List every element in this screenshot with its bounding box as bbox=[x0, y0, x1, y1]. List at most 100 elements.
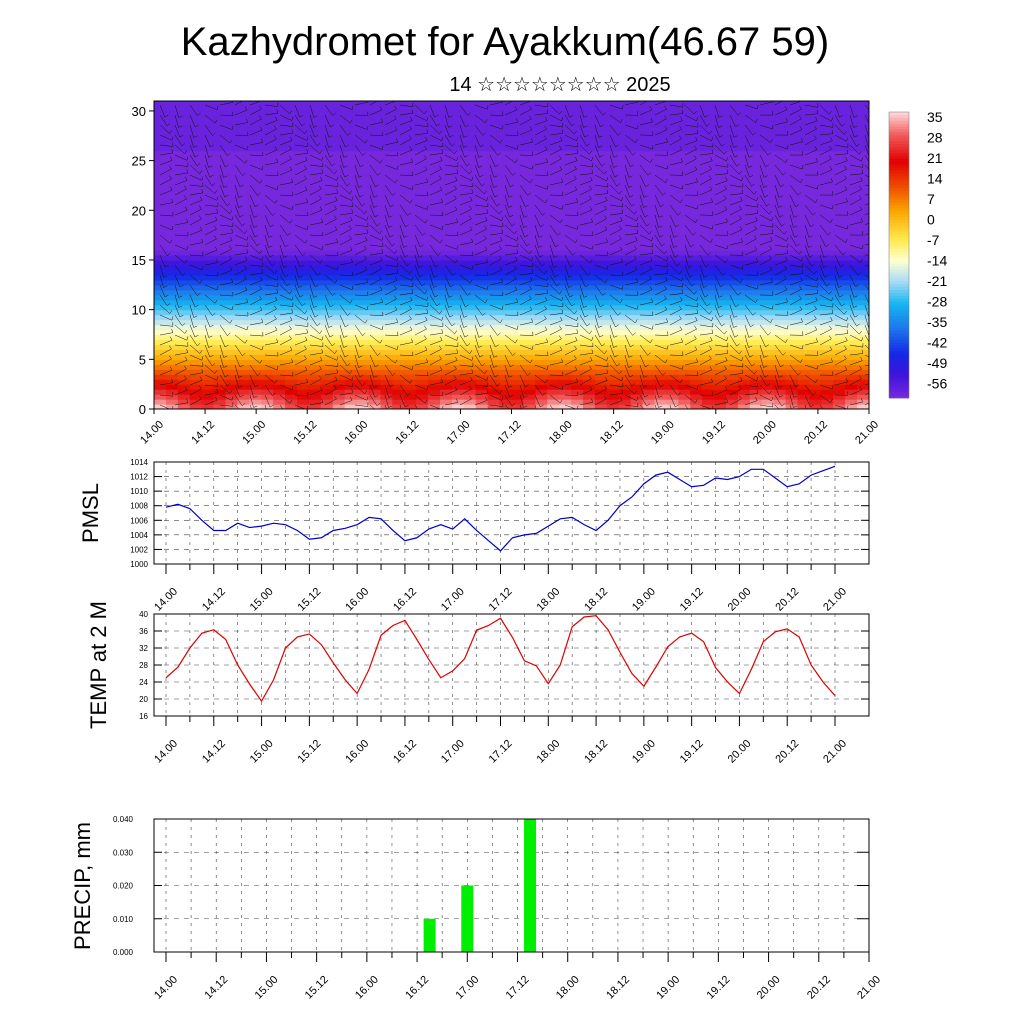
temperature-cell bbox=[749, 220, 763, 226]
temperature-cell bbox=[463, 195, 477, 201]
temperature-cell bbox=[320, 379, 334, 385]
temperature-cell bbox=[332, 294, 346, 301]
temperature-cell bbox=[523, 150, 536, 157]
temperature-cell bbox=[308, 255, 322, 261]
temperature-cell bbox=[785, 230, 799, 236]
temperature-cell bbox=[594, 264, 608, 271]
temperature-cell bbox=[428, 274, 441, 281]
temperature-cell bbox=[642, 404, 656, 409]
temperature-cell bbox=[368, 205, 382, 211]
temperature-cell bbox=[201, 190, 215, 196]
wind-barb-flag bbox=[320, 176, 323, 181]
temperature-cell bbox=[308, 349, 322, 355]
temperature-cell bbox=[618, 135, 632, 142]
temperature-cell bbox=[201, 339, 215, 346]
temperature-cell bbox=[618, 130, 632, 137]
temperature-cell bbox=[380, 309, 393, 316]
temperature-cell bbox=[642, 284, 656, 291]
temperature-cell bbox=[618, 200, 632, 206]
temperature-cell bbox=[237, 269, 250, 276]
temperature-cell bbox=[154, 190, 167, 196]
temperature-cell bbox=[547, 235, 560, 241]
temperature-cell bbox=[154, 205, 167, 211]
temperature-cell bbox=[678, 319, 691, 326]
wind-barb bbox=[339, 274, 354, 277]
wind-barb-flag bbox=[434, 294, 439, 298]
temperature-cell bbox=[749, 245, 763, 251]
temperature-cell bbox=[475, 245, 489, 251]
temperature-cell bbox=[201, 225, 215, 231]
temperature-cell bbox=[154, 200, 167, 206]
temperature-cell bbox=[285, 264, 298, 271]
temperature-cell bbox=[594, 235, 608, 241]
wind-barb bbox=[234, 174, 241, 187]
wind-barb-flag bbox=[246, 118, 248, 123]
temperature-cell bbox=[273, 135, 286, 142]
temperature-cell bbox=[547, 359, 560, 365]
temperature-cell bbox=[499, 324, 513, 331]
temperature-cell bbox=[606, 160, 620, 167]
temperature-cell bbox=[857, 284, 869, 291]
wind-barb bbox=[309, 254, 321, 264]
wind-barb bbox=[339, 294, 351, 304]
wind-barb-flag bbox=[216, 285, 219, 290]
temperature-cell bbox=[785, 344, 799, 350]
temperature-cell bbox=[225, 389, 239, 395]
wind-barb-flag bbox=[321, 156, 324, 161]
temperature-cell bbox=[535, 110, 548, 117]
temperature-cell bbox=[428, 294, 441, 301]
temperature-cell bbox=[642, 215, 656, 221]
temperature-cell bbox=[535, 319, 548, 326]
temperature-cell bbox=[320, 245, 334, 251]
temperature-cell bbox=[761, 339, 775, 346]
temperature-cell bbox=[451, 389, 465, 395]
temperature-cell bbox=[499, 319, 513, 326]
temperature-cell bbox=[785, 210, 799, 216]
temperature-cell bbox=[666, 259, 679, 266]
wind-barb-flag bbox=[167, 252, 171, 256]
temperature-cell bbox=[165, 379, 179, 385]
temperature-cell bbox=[154, 349, 167, 355]
temperature-cell bbox=[714, 314, 727, 321]
temperature-cell bbox=[285, 344, 298, 350]
temperature-cell bbox=[749, 250, 763, 256]
temperature-cell bbox=[273, 274, 286, 281]
temperature-cell bbox=[535, 264, 548, 271]
wind-barb-flag bbox=[392, 192, 396, 196]
temperature-cell bbox=[702, 160, 715, 167]
temperature-cell bbox=[189, 255, 203, 261]
temperature-cell bbox=[213, 155, 227, 162]
wind-barb bbox=[219, 134, 231, 144]
wind-barb bbox=[294, 202, 308, 206]
temperature-cell bbox=[583, 259, 596, 266]
temperature-cell bbox=[487, 200, 501, 206]
temperature-cell bbox=[737, 110, 751, 117]
temperature-cell bbox=[416, 155, 429, 162]
temperature-cell bbox=[690, 180, 703, 187]
temperature-cell bbox=[487, 289, 501, 296]
wind-barb bbox=[309, 234, 324, 237]
temperature-cell bbox=[535, 190, 548, 196]
temperature-cell bbox=[404, 120, 417, 127]
temperature-cell bbox=[606, 245, 620, 251]
wind-barb bbox=[399, 149, 413, 156]
wind-barb bbox=[339, 220, 353, 226]
temperature-cell bbox=[809, 220, 822, 226]
temperature-cell bbox=[320, 349, 334, 355]
wind-barb-flag bbox=[246, 298, 249, 303]
wind-barb-flag bbox=[284, 274, 289, 278]
temperature-cell bbox=[642, 210, 656, 216]
temperature-cell bbox=[344, 394, 358, 400]
temperature-cell bbox=[451, 369, 465, 375]
temperature-cell bbox=[606, 384, 620, 390]
temperature-cell bbox=[547, 399, 560, 405]
temperature-cell bbox=[606, 369, 620, 375]
wind-barb-flag bbox=[418, 265, 423, 268]
temperature-cell bbox=[773, 304, 787, 311]
wind-barb-flag bbox=[334, 350, 338, 354]
temperature-cell bbox=[225, 324, 239, 331]
temperature-cell bbox=[392, 389, 405, 395]
temperature-cell bbox=[785, 240, 799, 246]
temperature-cell bbox=[547, 324, 560, 331]
wind-barb bbox=[159, 124, 170, 134]
